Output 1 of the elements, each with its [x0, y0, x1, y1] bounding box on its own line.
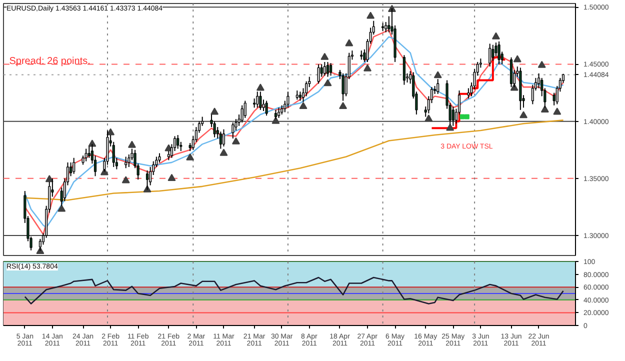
annotation: Spread: 26 points. — [9, 56, 90, 67]
